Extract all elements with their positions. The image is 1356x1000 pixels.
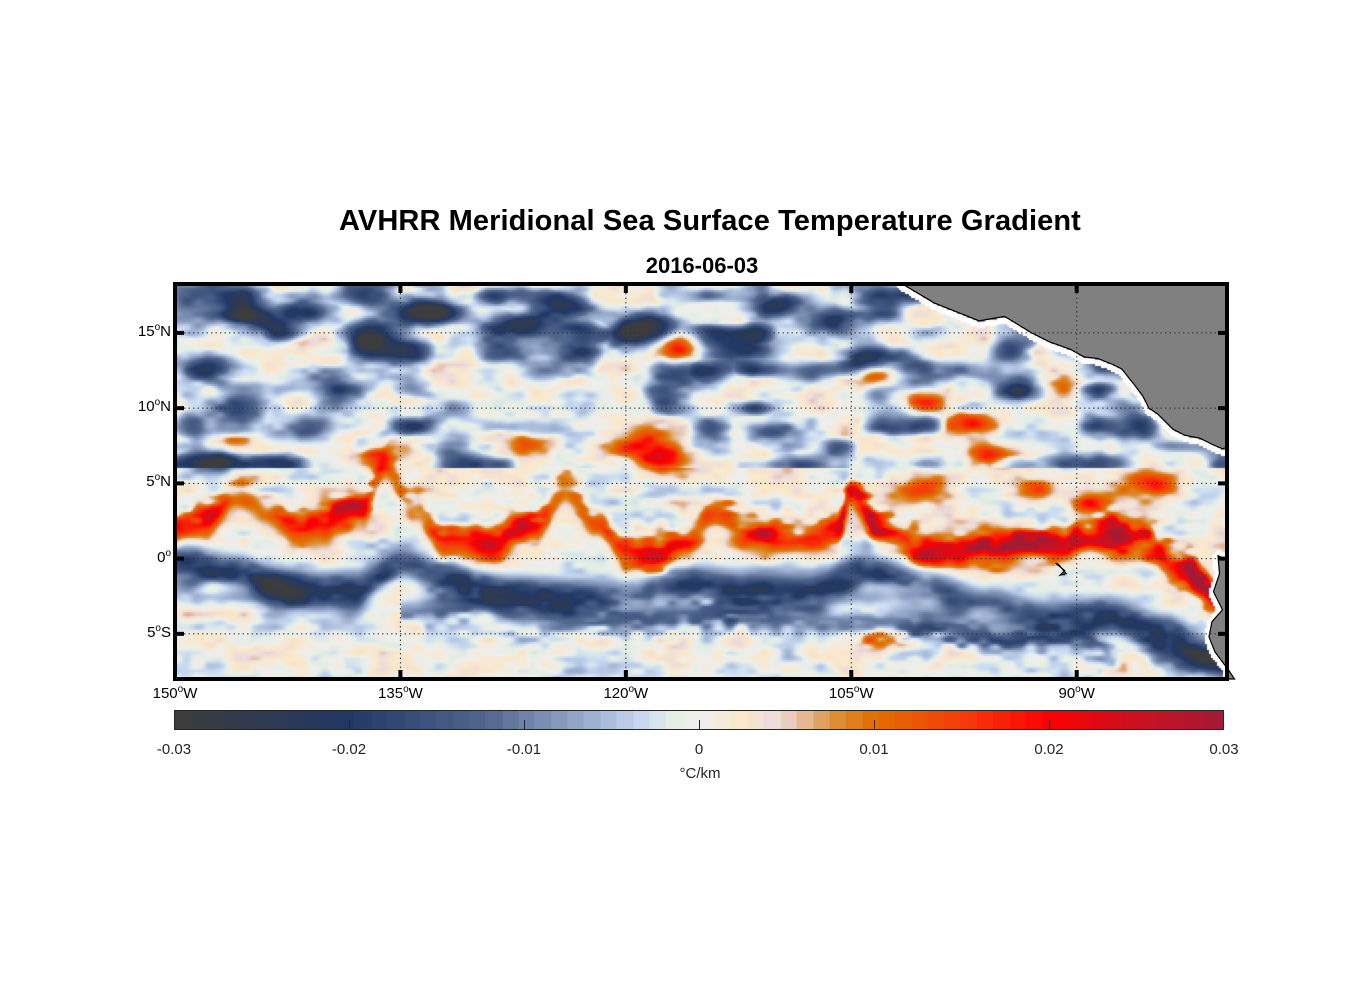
map-plot-area: [173, 282, 1236, 681]
land-south-america: [1208, 554, 1236, 680]
colorbar-tick-mark: [1049, 720, 1050, 730]
x-tick-label: 105oW: [828, 684, 874, 703]
colorbar-tick-mark: [524, 720, 525, 730]
x-tick-label: 90oW: [1058, 684, 1095, 703]
map-overlay: [173, 282, 1236, 681]
colorbar-tick-label: -0.02: [331, 741, 367, 758]
x-tick-label: 150oW: [152, 684, 198, 703]
y-tick-label: 5oS: [147, 622, 171, 641]
y-tick-label: 5oN: [146, 472, 171, 491]
sst-gradient-field: [175, 284, 1227, 679]
y-tick-label: 15oN: [137, 321, 171, 340]
x-tick-label: 135oW: [378, 684, 423, 703]
colorbar-tick-label: 0.02: [1034, 741, 1064, 758]
chart-title: AVHRR Meridional Sea Surface Temperature…: [339, 205, 1081, 237]
colorbar-tick-mark: [874, 720, 875, 730]
colorbar-tick-mark: [699, 720, 700, 730]
colorbar-tick-mark: [349, 720, 350, 730]
colorbar-tick-label: 0.03: [1209, 741, 1239, 758]
colorbar-tick-label: 0: [694, 741, 704, 758]
colorbar-tick-label: 0.01: [859, 741, 889, 758]
land-galapagos: [1055, 562, 1068, 577]
x-tick-label: 120oW: [603, 684, 649, 703]
colorbar-tick-label: -0.01: [506, 741, 542, 758]
chart-subtitle: 2016-06-03: [645, 253, 759, 278]
colorbar-tick-label: -0.03: [156, 741, 192, 758]
y-tick-label: 10oN: [137, 397, 171, 416]
colorbar-unit-label: °C/km: [679, 765, 721, 782]
land-central-america: [900, 283, 1228, 450]
y-tick-label: 0o: [157, 547, 171, 566]
